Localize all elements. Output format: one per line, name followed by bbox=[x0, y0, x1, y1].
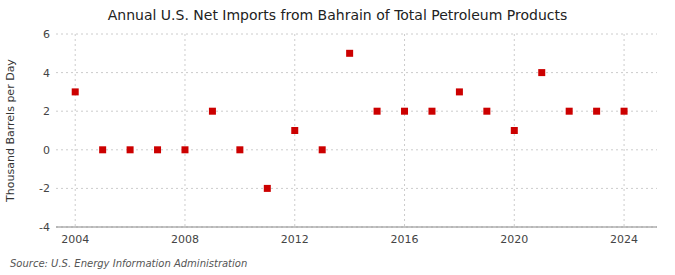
chart: Annual U.S. Net Imports from Bahrain of … bbox=[0, 0, 675, 275]
point bbox=[428, 108, 435, 115]
x-tick-label: 2012 bbox=[281, 233, 309, 246]
grid-line-x bbox=[404, 34, 405, 227]
grid-line-x bbox=[184, 34, 185, 227]
x-axis bbox=[56, 227, 657, 228]
point bbox=[401, 108, 408, 115]
point bbox=[236, 146, 243, 153]
title: Annual U.S. Net Imports from Bahrain of … bbox=[108, 7, 568, 23]
point bbox=[538, 69, 545, 76]
point bbox=[456, 88, 463, 95]
y-tick-label: 0 bbox=[43, 144, 50, 157]
point bbox=[319, 146, 326, 153]
y-tick-label: 6 bbox=[43, 28, 50, 41]
point bbox=[154, 146, 161, 153]
point bbox=[181, 146, 188, 153]
y-tick-label: 2 bbox=[43, 105, 50, 118]
point bbox=[291, 127, 298, 134]
grid-line-y bbox=[56, 34, 657, 35]
y-tick-label: -2 bbox=[39, 182, 50, 195]
point bbox=[593, 108, 600, 115]
point bbox=[264, 185, 271, 192]
point bbox=[209, 108, 216, 115]
x-tick-label: 2020 bbox=[500, 233, 528, 246]
point bbox=[511, 127, 518, 134]
x-tick-label: 2004 bbox=[61, 233, 89, 246]
y-tick-label: 4 bbox=[43, 67, 50, 80]
grid bbox=[56, 34, 657, 227]
grid-line-x bbox=[624, 34, 625, 227]
source-note: Source: U.S. Energy Information Administ… bbox=[10, 258, 247, 269]
grid-line-x bbox=[75, 34, 76, 227]
point bbox=[566, 108, 573, 115]
point bbox=[483, 108, 490, 115]
y-axis-label: Thousand Barrels per Day bbox=[4, 59, 17, 203]
point bbox=[621, 108, 628, 115]
grid-line-y bbox=[56, 149, 657, 150]
grid-line-y bbox=[56, 188, 657, 189]
point bbox=[99, 146, 106, 153]
point bbox=[127, 146, 134, 153]
points bbox=[72, 50, 628, 192]
point bbox=[346, 50, 353, 57]
y-tick-label: -4 bbox=[39, 221, 50, 234]
x-tick-label: 2024 bbox=[610, 233, 638, 246]
point bbox=[374, 108, 381, 115]
x-tick-label: 2016 bbox=[391, 233, 419, 246]
grid-line-y bbox=[56, 72, 657, 73]
x-tick-label: 2008 bbox=[171, 233, 199, 246]
grid-line-y bbox=[56, 227, 657, 228]
point bbox=[72, 88, 79, 95]
